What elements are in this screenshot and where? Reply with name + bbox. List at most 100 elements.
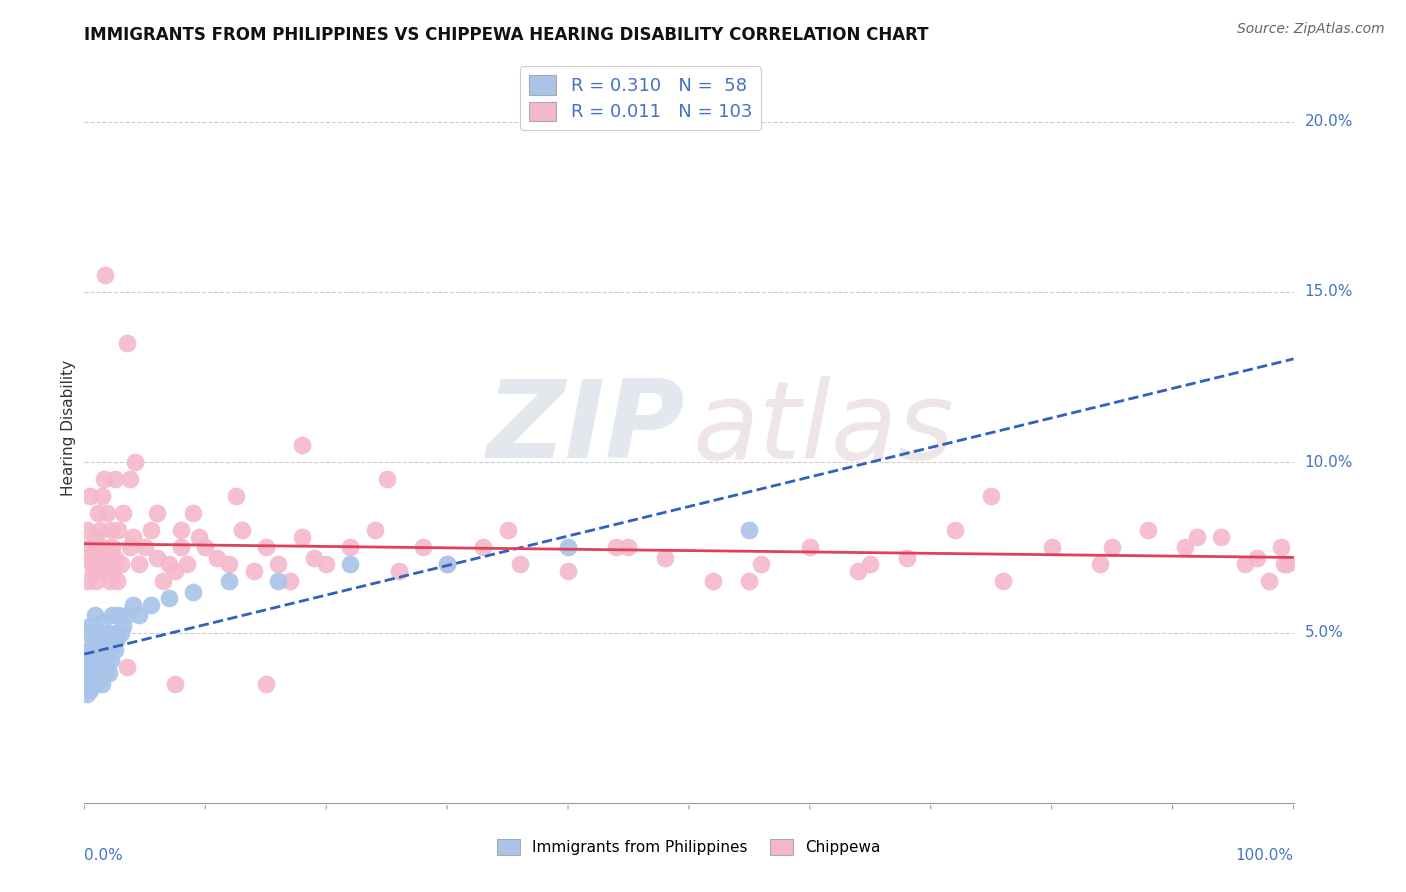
Point [98, 642, 121, 657]
Point [278, 574, 301, 589]
Point [89, 524, 111, 538]
Point [751, 558, 773, 572]
Point [104, 625, 127, 640]
Point [1246, 550, 1268, 565]
Point [97, 625, 120, 640]
Point [181, 506, 204, 520]
Point [896, 550, 918, 565]
Point [84, 670, 107, 684]
Point [496, 524, 519, 538]
Point [105, 632, 128, 647]
Point [80, 642, 103, 657]
Point [121, 530, 143, 544]
Point [363, 524, 385, 538]
Point [165, 676, 187, 690]
Point [93, 472, 115, 486]
Point [120, 472, 142, 486]
Point [86, 676, 108, 690]
Point [242, 564, 264, 578]
Point [87, 659, 110, 673]
Point [128, 608, 150, 623]
Point [94, 642, 117, 657]
Point [557, 564, 579, 578]
Point [77, 676, 100, 690]
Point [121, 599, 143, 613]
Point [89, 673, 111, 688]
Legend: Immigrants from Philippines, Chippewa: Immigrants from Philippines, Chippewa [489, 831, 889, 863]
Point [86, 506, 108, 520]
Point [254, 541, 277, 555]
Point [267, 574, 290, 589]
Point [79, 489, 101, 503]
Point [1137, 524, 1160, 538]
Point [207, 550, 229, 565]
Point [110, 625, 132, 640]
Point [1101, 541, 1123, 555]
Point [120, 541, 142, 555]
Text: Source: ZipAtlas.com: Source: ZipAtlas.com [1237, 22, 1385, 37]
Point [87, 625, 110, 640]
Point [105, 574, 128, 589]
Point [1209, 530, 1232, 544]
Point [77, 666, 100, 681]
Point [96, 632, 118, 647]
Point [139, 524, 162, 538]
Point [231, 524, 253, 538]
Point [188, 530, 211, 544]
Point [170, 524, 193, 538]
Point [134, 541, 156, 555]
Point [82, 564, 104, 578]
Point [509, 558, 531, 572]
Point [218, 574, 240, 589]
Point [94, 659, 117, 673]
Point [702, 574, 724, 589]
Point [557, 541, 579, 555]
Point [79, 642, 101, 657]
Point [605, 541, 627, 555]
Point [86, 639, 108, 653]
Point [82, 632, 104, 647]
Point [472, 541, 495, 555]
Text: 5.0%: 5.0% [1305, 625, 1343, 640]
Y-axis label: Hearing Disability: Hearing Disability [60, 360, 76, 496]
Point [165, 564, 187, 578]
Point [139, 599, 162, 613]
Point [104, 642, 127, 657]
Point [104, 472, 127, 486]
Point [1270, 541, 1292, 555]
Point [436, 558, 458, 572]
Point [97, 666, 120, 681]
Point [1088, 558, 1111, 572]
Point [436, 558, 458, 572]
Point [94, 666, 117, 681]
Point [218, 558, 240, 572]
Point [943, 524, 966, 538]
Point [103, 632, 125, 647]
Point [80, 666, 103, 681]
Point [79, 659, 101, 673]
Point [101, 541, 124, 555]
Point [89, 632, 111, 647]
Point [339, 541, 361, 555]
Point [1258, 574, 1281, 589]
Point [104, 550, 127, 565]
Point [80, 558, 103, 572]
Point [93, 663, 115, 677]
Point [291, 438, 314, 452]
Point [115, 608, 138, 623]
Point [799, 541, 821, 555]
Point [103, 564, 125, 578]
Point [1272, 558, 1295, 572]
Point [291, 530, 314, 544]
Point [339, 558, 361, 572]
Point [267, 558, 290, 572]
Point [98, 574, 121, 589]
Point [157, 558, 180, 572]
Point [124, 455, 146, 469]
Point [83, 541, 105, 555]
Text: 20.0%: 20.0% [1305, 114, 1353, 129]
Point [859, 558, 882, 572]
Point [76, 687, 98, 701]
Point [77, 574, 100, 589]
Point [90, 564, 112, 578]
